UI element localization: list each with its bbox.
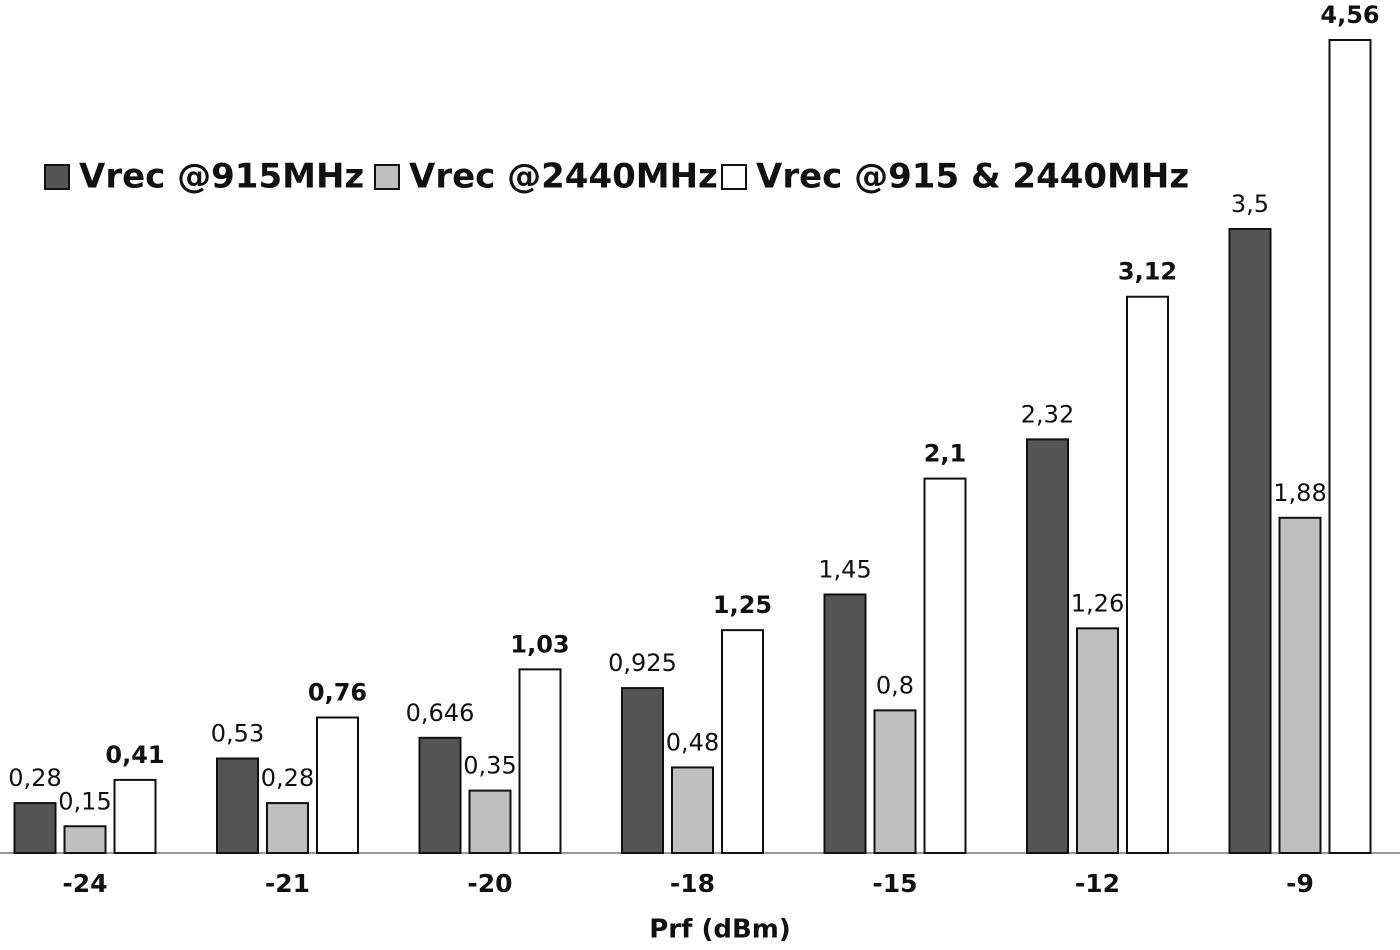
value-label: 0,28	[8, 764, 61, 792]
bar	[621, 687, 664, 854]
bar	[1228, 227, 1272, 855]
legend-label: Vrec @915 & 2440MHz	[756, 157, 1189, 197]
x-tick-label: -12	[1075, 869, 1120, 898]
x-tick-label: -24	[62, 869, 107, 898]
bar	[266, 802, 309, 854]
value-label: 0,41	[105, 741, 164, 769]
bar	[418, 736, 462, 855]
bar	[1076, 627, 1119, 855]
bar	[1278, 516, 1322, 854]
bar	[113, 778, 157, 854]
x-tick-label: -18	[670, 869, 715, 898]
bar	[13, 802, 57, 854]
value-label: 2,1	[924, 440, 967, 468]
legend-swatch	[721, 164, 747, 190]
bar	[468, 789, 512, 855]
value-label: 1,45	[818, 555, 871, 583]
value-label: 0,8	[876, 671, 914, 699]
bar	[63, 825, 107, 855]
bar	[923, 477, 967, 854]
legend-label: Vrec @2440MHz	[409, 157, 718, 197]
bar	[671, 766, 714, 855]
bar	[1126, 295, 1169, 855]
bar	[873, 709, 917, 854]
x-tick-label: -20	[467, 869, 512, 898]
value-label: 0,48	[666, 728, 719, 756]
bar	[721, 629, 764, 855]
bar	[316, 716, 359, 854]
bar	[1328, 39, 1372, 854]
value-label: 0,646	[406, 699, 475, 727]
value-label: 0,925	[608, 649, 677, 677]
value-label: 4,56	[1320, 1, 1379, 29]
value-label: 3,5	[1231, 190, 1269, 218]
x-tick-label: -21	[265, 869, 310, 898]
value-label: 1,03	[510, 630, 569, 658]
value-label: 0,53	[211, 720, 264, 748]
bar	[518, 668, 562, 854]
value-label: 1,25	[713, 591, 772, 619]
value-label: 0,15	[58, 787, 111, 815]
value-label: 1,88	[1273, 479, 1326, 507]
bar	[823, 593, 867, 855]
value-label: 3,12	[1118, 258, 1177, 286]
x-tick-label: -9	[1286, 869, 1314, 898]
bar	[216, 757, 259, 855]
value-label: 2,32	[1021, 400, 1074, 428]
value-label: 0,76	[308, 679, 367, 707]
legend-label: Vrec @915MHz	[79, 157, 364, 197]
value-label: 1,26	[1071, 589, 1124, 617]
legend-swatch	[374, 164, 400, 190]
value-label: 0,28	[261, 764, 314, 792]
value-label: 0,35	[463, 752, 516, 780]
x-tick-label: -15	[872, 869, 917, 898]
legend-swatch	[44, 164, 70, 190]
x-axis-title: Prf (dBm)	[649, 915, 791, 945]
bar	[1026, 438, 1069, 854]
